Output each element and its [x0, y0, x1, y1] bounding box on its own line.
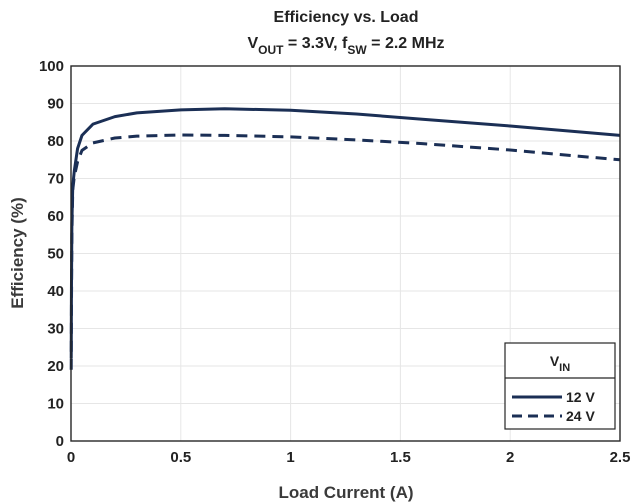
chart-title: Efficiency vs. Load	[274, 9, 419, 26]
legend-label-12v: 12 V	[566, 389, 595, 405]
y-tick-label: 50	[47, 246, 64, 263]
legend-title: VIN	[550, 353, 570, 374]
y-tick-label: 0	[56, 433, 64, 450]
x-tick-label: 0	[67, 449, 75, 466]
y-tick-label: 20	[47, 358, 64, 375]
x-tick-label: 0.5	[170, 449, 191, 466]
subtitle-fsw-sub: SW	[347, 43, 367, 57]
y-tick-label: 70	[47, 171, 64, 188]
y-axis-label: Efficiency (%)	[8, 197, 27, 308]
tick-labels: 0 0.5 1 1.5 2 2.5 0 10 20 30 40 50 60 70 80 90 100	[39, 58, 630, 466]
y-tick-label: 100	[39, 58, 64, 75]
x-tick-label: 1.5	[390, 449, 411, 466]
subtitle-fsw-value: = 2.2 MHz	[367, 35, 445, 52]
y-tick-label: 60	[47, 208, 64, 225]
y-tick-label: 80	[47, 133, 64, 150]
subtitle-vout-value: = 3.3V, f	[283, 35, 348, 52]
series-line-12v	[69, 107, 621, 359]
legend-title-sub: IN	[559, 362, 570, 374]
subtitle-vout-main: V	[247, 35, 258, 52]
x-tick-label: 2.5	[610, 449, 631, 466]
chart-subtitle: VOUT = 3.3V, fSW = 2.2 MHz	[247, 35, 444, 57]
legend-label-24v: 24 V	[566, 408, 595, 424]
y-tick-label: 10	[47, 396, 64, 413]
plot-frame	[70, 65, 621, 442]
y-tick-label: 40	[47, 283, 64, 300]
series-lines	[69, 107, 621, 370]
legend: VIN 12 V 24 V	[504, 342, 616, 430]
y-tick-label: 90	[47, 96, 64, 113]
x-axis-label: Load Current (A)	[278, 483, 413, 502]
y-tick-label: 30	[47, 321, 64, 338]
legend-title-main: V	[550, 353, 560, 369]
subtitle-vout-sub: OUT	[258, 43, 284, 57]
series-line-24v	[69, 133, 621, 370]
x-tick-label: 1	[286, 449, 294, 466]
x-tick-label: 2	[506, 449, 514, 466]
